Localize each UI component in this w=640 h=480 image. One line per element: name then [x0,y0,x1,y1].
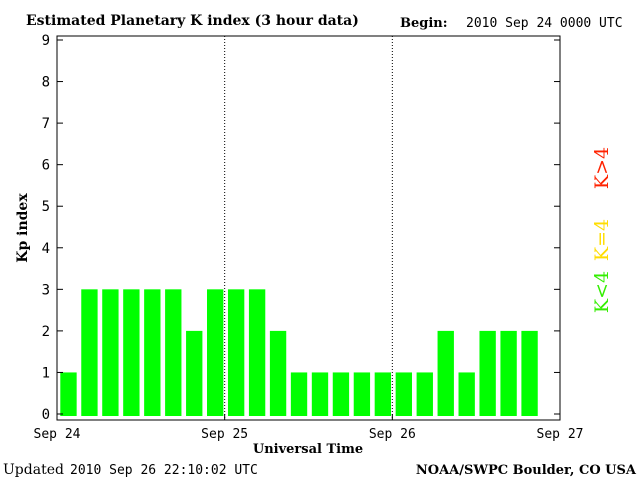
bar-13 [332,372,350,416]
y-tick-label-2: 2 [42,324,50,340]
bar-4 [144,289,161,416]
legend-item-0: K>4 [591,147,613,189]
bar-1 [81,289,98,416]
y-tick-label-9: 9 [42,33,50,49]
x-axis-ticks: Sep 24 Sep 25 Sep 26 Sep 27 [34,414,584,442]
y-tick-label-0: 0 [42,407,50,423]
y-tick-label-7: 7 [42,116,50,132]
legend-item-1: K=4 [591,219,613,261]
y-tick-label-4: 4 [42,241,50,257]
bar-3 [123,289,140,416]
begin-label: Begin: [400,16,448,31]
begin-value: 2010 Sep 24 0000 UTC [466,16,623,31]
y-axis-label: Kp index [15,193,31,263]
y-axis-ticks: 0 1 2 3 4 5 6 7 8 9 [42,33,560,423]
chart-title: Estimated Planetary K index (3 hour data… [26,13,359,29]
bar-0 [60,372,77,416]
bar-5 [165,289,182,416]
x-axis-label: Universal Time [253,442,363,457]
bar-11 [290,372,308,416]
bar-17 [416,372,433,416]
bar-20 [479,330,496,416]
bar-8 [227,289,245,416]
bar-14 [353,372,371,416]
credit-text: NOAA/SWPC Boulder, CO USA [416,463,637,478]
bar-9 [248,289,266,416]
legend: K>4 K=4 K<4 [591,147,613,313]
bar-15 [374,372,392,416]
x-tick-label-0: Sep 24 [34,427,81,442]
x-tick-label-2: Sep 26 [369,427,416,442]
legend-item-2: K<4 [591,271,613,313]
plot-frame [56,35,561,421]
bar-6 [186,330,203,416]
bars-group [60,289,538,416]
y-tick-label-5: 5 [42,199,50,215]
bar-12 [311,372,329,416]
y-tick-label-6: 6 [42,158,50,174]
bar-2 [102,289,119,416]
updated-label: Updated [3,462,64,478]
y-tick-label-3: 3 [42,282,50,298]
bar-7 [207,289,224,416]
y-tick-label-1: 1 [42,365,50,381]
x-tick-label-3: Sep 27 [537,427,584,442]
bar-16 [395,372,412,416]
bar-22 [521,330,538,416]
bar-21 [500,330,517,416]
day-separators [224,36,393,420]
bar-18 [437,330,454,416]
bar-10 [269,330,287,416]
y-tick-label-8: 8 [42,75,50,91]
bar-19 [458,372,475,416]
x-tick-label-1: Sep 25 [201,427,248,442]
updated-value: 2010 Sep 26 22:10:02 UTC [70,463,258,478]
